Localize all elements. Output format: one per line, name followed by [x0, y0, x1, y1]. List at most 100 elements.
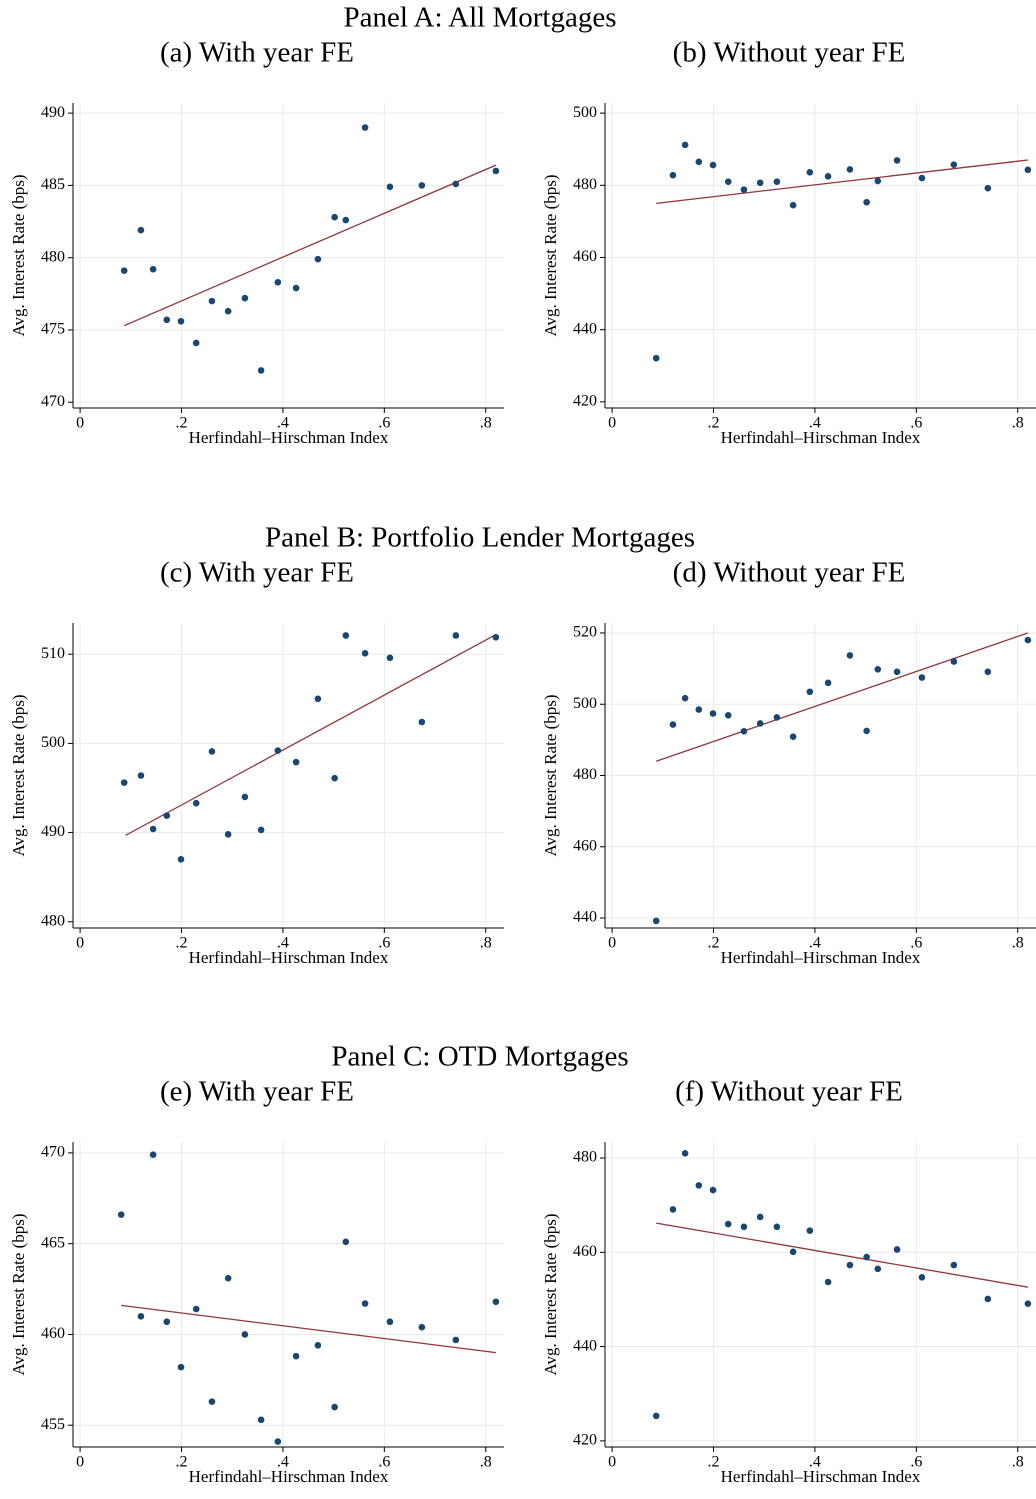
point	[669, 1206, 677, 1213]
point	[806, 1227, 814, 1234]
y-tick-label: 440	[573, 1337, 597, 1354]
point	[756, 1213, 764, 1221]
y-axis-label: Avg. Interest Rate (bps)	[541, 1213, 560, 1375]
point	[709, 161, 717, 169]
x-tick-label: .8	[1012, 415, 1024, 432]
x-axis-label: Herfindahl–Hirschman Index	[721, 428, 921, 447]
point	[724, 178, 732, 185]
panel-title: Panel C: OTD Mortgages	[331, 1041, 628, 1073]
point	[681, 694, 689, 702]
y-tick-label: 440	[573, 909, 597, 926]
x-tick-label: .6	[378, 1454, 390, 1471]
x-tick-label: 0	[608, 415, 616, 432]
point	[331, 1403, 338, 1411]
point	[1024, 1300, 1032, 1307]
point	[177, 856, 185, 863]
point	[824, 172, 832, 180]
x-axis-label: Herfindahl–Hirschman Index	[721, 948, 921, 967]
x-axis-label: Herfindahl–Hirschman Index	[721, 1467, 921, 1486]
point	[695, 158, 703, 166]
point	[846, 1261, 854, 1269]
y-tick-label: 470	[41, 1144, 65, 1161]
y-tick-label: 480	[41, 248, 65, 265]
point	[342, 632, 350, 639]
point	[117, 1211, 125, 1218]
point	[1024, 166, 1032, 174]
y-tick-label: 510	[41, 645, 65, 662]
point	[224, 1274, 232, 1282]
chart-title: (e) With year FE	[160, 1076, 354, 1108]
point	[806, 169, 814, 176]
point	[652, 1412, 660, 1420]
y-tick-label: 460	[41, 1325, 65, 1342]
point	[773, 178, 781, 185]
point	[681, 1150, 689, 1157]
point	[418, 182, 426, 189]
x-axis-label: Herfindahl–Hirschman Index	[189, 948, 389, 967]
x-tick-label: .2	[708, 415, 720, 432]
point	[874, 666, 882, 673]
point	[274, 747, 282, 754]
y-tick-label: 480	[573, 1149, 597, 1166]
point	[789, 201, 797, 209]
point	[314, 255, 322, 263]
point	[984, 668, 992, 676]
point	[893, 1246, 901, 1253]
x-tick-label: .4	[809, 935, 821, 952]
x-tick-label: .8	[1012, 1454, 1024, 1471]
point	[331, 213, 338, 221]
point	[669, 721, 677, 728]
fit-line	[656, 632, 1029, 762]
point	[652, 917, 660, 925]
x-tick-label: .2	[708, 935, 720, 952]
y-tick-label: 500	[573, 695, 597, 712]
point	[773, 1223, 781, 1231]
point	[292, 758, 300, 766]
point	[292, 1352, 300, 1360]
x-tick-label: .6	[910, 935, 922, 952]
x-tick-label: 0	[608, 935, 616, 952]
x-tick-label: .2	[176, 935, 188, 952]
point	[192, 339, 200, 347]
x-tick-label: 0	[76, 935, 84, 952]
point	[137, 772, 145, 779]
y-tick-label: 470	[41, 393, 65, 410]
x-tick-label: .4	[809, 1454, 821, 1471]
point	[224, 831, 232, 838]
point	[950, 658, 958, 665]
point	[137, 1312, 145, 1320]
point	[492, 167, 500, 175]
y-tick-label: 490	[41, 104, 65, 121]
point	[863, 727, 870, 735]
point	[669, 171, 677, 179]
point	[241, 294, 249, 302]
point	[163, 812, 171, 819]
y-axis-label: Avg. Interest Rate (bps)	[541, 694, 560, 856]
point	[314, 1342, 322, 1349]
point	[137, 226, 145, 234]
point	[806, 688, 814, 696]
point	[342, 216, 350, 224]
panel-title: Panel A: All Mortgages	[343, 2, 616, 34]
point	[292, 284, 300, 292]
point	[740, 186, 748, 193]
point	[709, 1186, 717, 1194]
point	[361, 124, 369, 131]
x-tick-label: .8	[480, 935, 492, 952]
point	[984, 184, 992, 192]
point	[740, 728, 748, 735]
point	[681, 141, 689, 149]
point	[120, 779, 128, 786]
y-tick-label: 520	[573, 624, 597, 641]
fit-line	[121, 1304, 496, 1354]
point	[709, 710, 717, 717]
y-tick-label: 460	[573, 837, 597, 854]
x-tick-label: .4	[809, 415, 821, 432]
y-tick-label: 490	[41, 823, 65, 840]
x-tick-label: .4	[277, 1454, 289, 1471]
point	[452, 632, 460, 639]
point	[257, 1416, 265, 1424]
point	[418, 718, 426, 726]
chart-title: (a) With year FE	[160, 37, 354, 69]
chart-title: (d) Without year FE	[673, 557, 906, 589]
